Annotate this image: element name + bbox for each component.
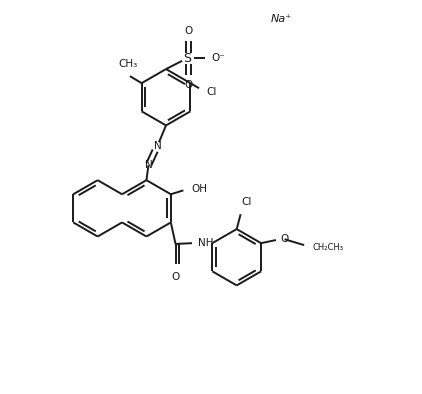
Text: N: N bbox=[144, 160, 152, 170]
Text: O: O bbox=[281, 234, 289, 244]
Text: CH₃: CH₃ bbox=[118, 59, 138, 69]
Text: Cl: Cl bbox=[242, 197, 252, 207]
Text: O: O bbox=[184, 26, 192, 36]
Text: O: O bbox=[171, 272, 180, 282]
Text: Cl: Cl bbox=[206, 87, 216, 97]
Text: O⁻: O⁻ bbox=[212, 53, 225, 63]
Text: Na⁺: Na⁺ bbox=[271, 14, 292, 24]
Text: NH: NH bbox=[198, 238, 214, 248]
Text: CH₂CH₃: CH₂CH₃ bbox=[313, 243, 344, 252]
Text: S: S bbox=[184, 52, 192, 65]
Text: O: O bbox=[184, 80, 192, 90]
Text: N: N bbox=[154, 141, 161, 151]
Text: OH: OH bbox=[191, 184, 207, 194]
